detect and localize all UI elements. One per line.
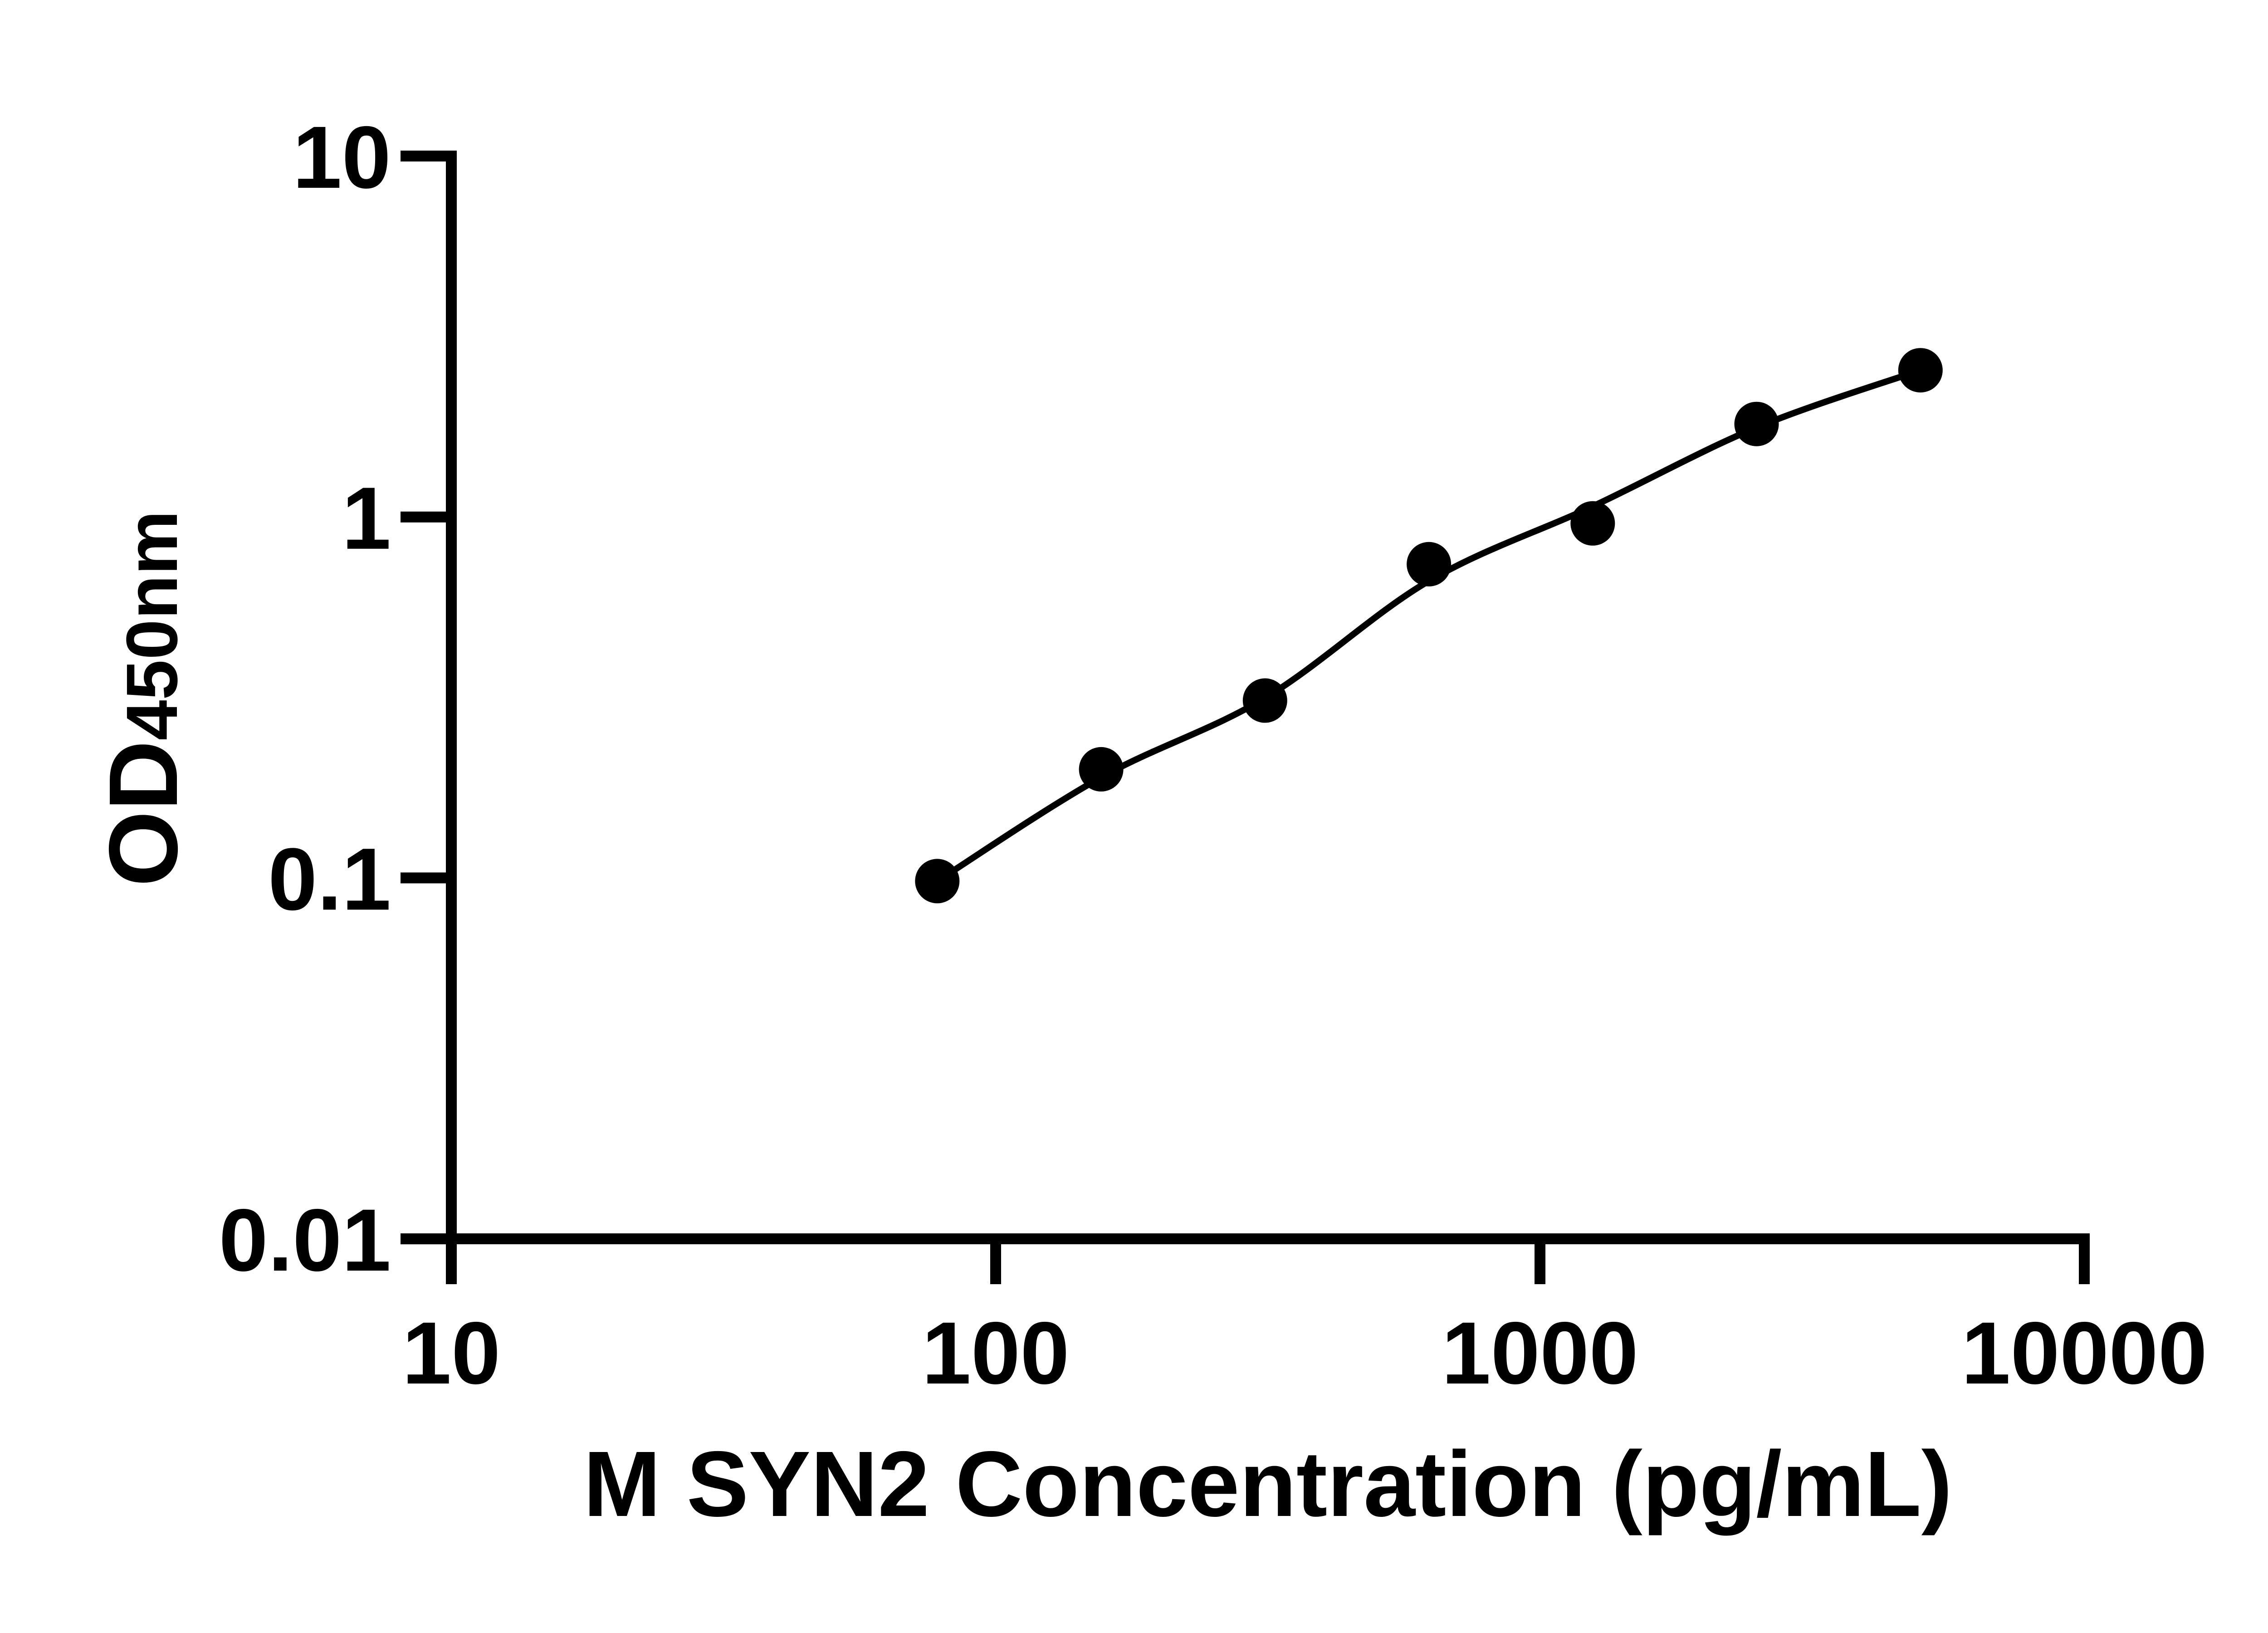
- x-tick-label: 10000: [1961, 1304, 2207, 1403]
- y-axis: 10 1 0.1 0.01: [219, 108, 457, 1290]
- y-tick-label: 0.1: [268, 830, 391, 929]
- data-point: [915, 859, 960, 904]
- x-tick-label: 100: [922, 1304, 1069, 1403]
- x-axis-title: M SYN2 Concentration (pg/mL): [583, 1432, 1952, 1536]
- fit-curve-line: [935, 367, 1922, 884]
- y-axis-title: OD450nm: [88, 510, 198, 886]
- data-point: [1734, 401, 1779, 446]
- x-tick-label: 1000: [1442, 1304, 1638, 1403]
- data-point: [1898, 348, 1943, 393]
- y-axis-ticks: 10 1 0.1 0.01: [219, 108, 457, 1290]
- y-tick-label: 0.01: [219, 1191, 391, 1290]
- y-axis-title-main: OD: [88, 740, 198, 887]
- y-tick-label: 1: [342, 469, 391, 568]
- data-point: [1242, 678, 1287, 723]
- x-axis-ticks: 10 100 1000 10000: [402, 1233, 2207, 1403]
- data-points: [915, 348, 1943, 904]
- y-axis-title-sub: 450nm: [111, 510, 192, 740]
- data-point: [1570, 501, 1615, 546]
- data-point: [1079, 747, 1124, 792]
- data-point: [1407, 542, 1452, 587]
- x-axis: 10 100 1000 10000: [401, 1233, 2207, 1403]
- y-tick-label: 10: [293, 108, 391, 207]
- x-tick-label: 10: [402, 1304, 501, 1403]
